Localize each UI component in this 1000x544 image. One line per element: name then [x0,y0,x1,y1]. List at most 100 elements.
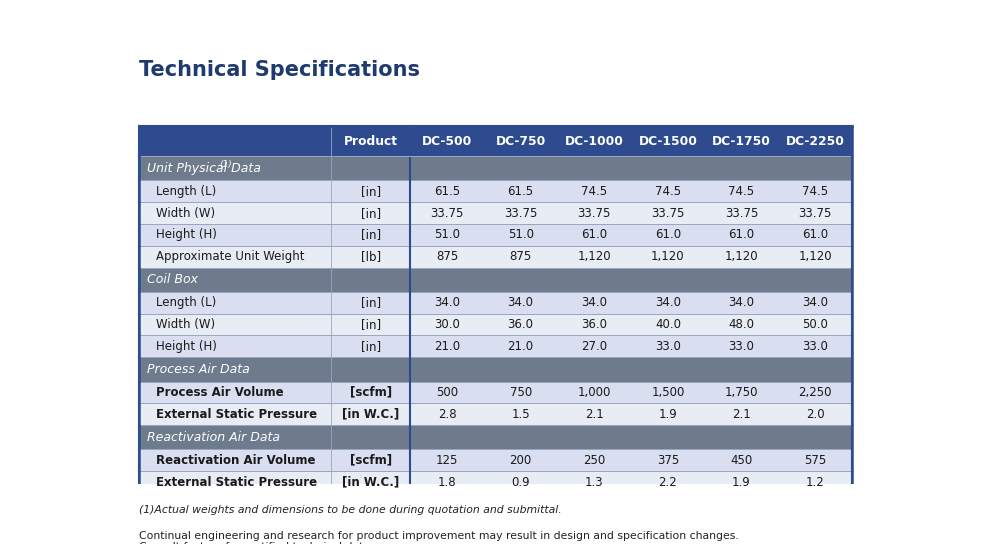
Text: 51.0: 51.0 [434,228,460,242]
Text: 1,000: 1,000 [578,386,611,399]
Text: 33.0: 33.0 [729,340,754,353]
Text: 1,750: 1,750 [725,386,758,399]
Text: 27.0: 27.0 [581,340,607,353]
Text: [in]: [in] [361,228,381,242]
Text: 34.0: 34.0 [508,296,534,310]
Text: [in]: [in] [361,340,381,353]
Bar [139,126,331,156]
Text: Width (W): Width (W) [156,207,215,220]
Text: [lb]: [lb] [361,250,381,263]
Text: 33.75: 33.75 [504,207,537,220]
Text: Unit Physical Data: Unit Physical Data [147,162,261,175]
Text: 2.1: 2.1 [732,407,751,421]
Text: 21.0: 21.0 [508,340,534,353]
Text: 61.5: 61.5 [434,185,460,198]
Text: 30.0: 30.0 [434,318,460,331]
Text: 200: 200 [510,454,532,467]
Text: DC-1000: DC-1000 [565,134,624,147]
Text: 1.3: 1.3 [585,475,604,489]
Bar [139,314,852,336]
Text: [scfm]: [scfm] [350,386,392,399]
Text: External Static Pressure: External Static Pressure [156,475,317,489]
Text: 375: 375 [657,454,679,467]
Bar [139,449,852,471]
Text: Width (W): Width (W) [156,318,215,331]
Bar [139,336,852,357]
Bar [331,126,410,156]
Text: 61.0: 61.0 [802,228,828,242]
Text: 750: 750 [510,386,532,399]
Bar [631,126,705,156]
Bar [139,268,852,292]
Text: 33.75: 33.75 [578,207,611,220]
Bar [410,126,484,156]
Text: [in]: [in] [361,207,381,220]
Text: DC-500: DC-500 [422,134,472,147]
Text: 2.8: 2.8 [438,407,456,421]
Text: 61.0: 61.0 [655,228,681,242]
Text: DC-2250: DC-2250 [786,134,845,147]
Text: Height (H): Height (H) [156,228,217,242]
Text: 50.0: 50.0 [802,318,828,331]
Text: 40.0: 40.0 [655,318,681,331]
Text: 61.0: 61.0 [728,228,755,242]
Text: 2.2: 2.2 [659,475,677,489]
Text: 21.0: 21.0 [434,340,460,353]
Text: 33.0: 33.0 [655,340,681,353]
Text: 74.5: 74.5 [655,185,681,198]
Text: 1,120: 1,120 [725,250,758,263]
Text: [in W.C.]: [in W.C.] [342,407,399,421]
Text: 450: 450 [730,454,753,467]
Text: (1)Actual weights and dimensions to be done during quotation and submittal.: (1)Actual weights and dimensions to be d… [139,505,562,515]
Bar [139,181,852,202]
Text: 875: 875 [436,250,458,263]
Text: 500: 500 [436,386,458,399]
Text: [scfm]: [scfm] [350,454,392,467]
Bar [705,126,778,156]
Text: Technical Specifications: Technical Specifications [139,60,420,80]
Text: 1.9: 1.9 [732,475,751,489]
Text: 51.0: 51.0 [508,228,534,242]
Text: 34.0: 34.0 [581,296,607,310]
Text: 1,120: 1,120 [651,250,685,263]
Bar [139,292,852,314]
Text: (1): (1) [219,160,232,169]
Text: 33.0: 33.0 [802,340,828,353]
Text: 2,250: 2,250 [798,386,832,399]
Text: 34.0: 34.0 [434,296,460,310]
Text: 33.75: 33.75 [651,207,685,220]
Text: 48.0: 48.0 [729,318,755,331]
Text: Coil Box: Coil Box [147,273,198,286]
Text: 33.75: 33.75 [430,207,464,220]
Text: Process Air Volume: Process Air Volume [156,386,284,399]
Text: Reactivation Air Data: Reactivation Air Data [147,431,280,444]
Text: [in]: [in] [361,185,381,198]
Text: 0.9: 0.9 [511,475,530,489]
Text: 1.2: 1.2 [806,475,825,489]
Text: 61.0: 61.0 [581,228,607,242]
Text: 33.75: 33.75 [725,207,758,220]
Text: 875: 875 [510,250,532,263]
Bar [139,381,852,403]
Text: 575: 575 [804,454,826,467]
Bar [484,126,557,156]
Bar [139,224,852,246]
Text: 1.9: 1.9 [659,407,677,421]
Bar [139,202,852,224]
Text: [in]: [in] [361,296,381,310]
Text: 34.0: 34.0 [655,296,681,310]
Text: 250: 250 [583,454,605,467]
Text: Height (H): Height (H) [156,340,217,353]
Text: Continual engineering and research for product improvement may result in design : Continual engineering and research for p… [139,530,739,544]
Text: DC-1500: DC-1500 [638,134,697,147]
Text: DC-750: DC-750 [496,134,546,147]
Text: 2.1: 2.1 [585,407,604,421]
Text: [in]: [in] [361,318,381,331]
Bar [139,156,852,181]
Text: Reactivation Air Volume: Reactivation Air Volume [156,454,316,467]
Bar [139,357,852,381]
Text: 1,120: 1,120 [577,250,611,263]
Text: External Static Pressure: External Static Pressure [156,407,317,421]
Text: 74.5: 74.5 [802,185,828,198]
Text: [in W.C.]: [in W.C.] [342,475,399,489]
